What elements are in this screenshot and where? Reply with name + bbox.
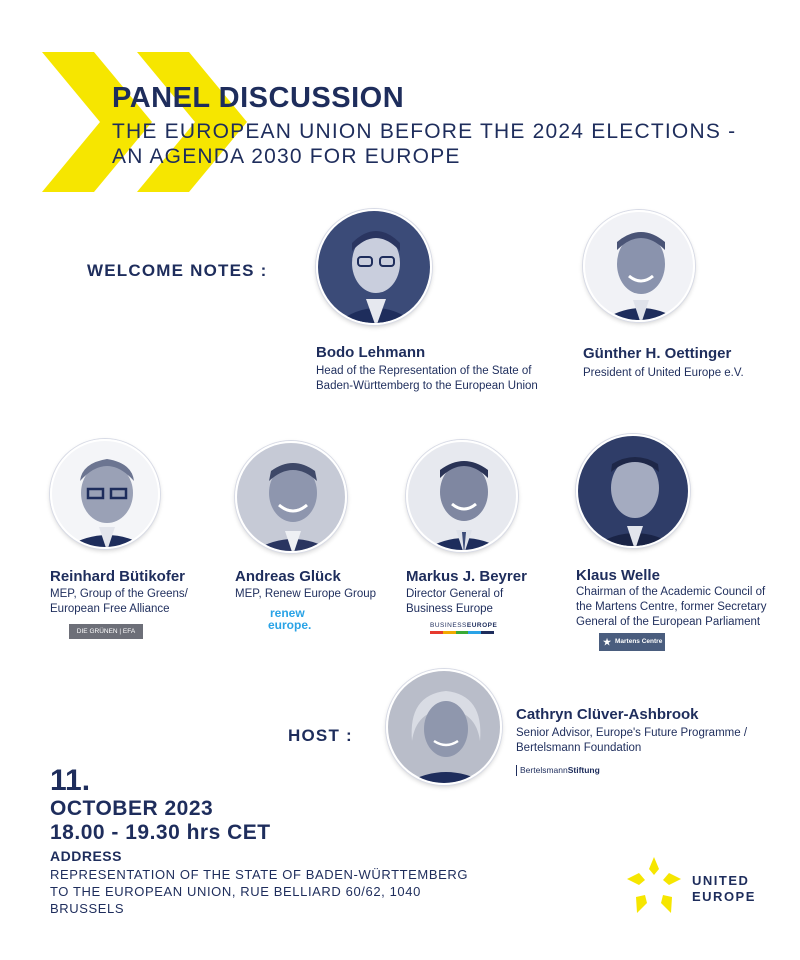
logo-text: BUSINESS: [430, 622, 467, 629]
welcome-notes-label: WELCOME NOTES :: [87, 261, 268, 280]
event-day: 11.: [50, 764, 91, 797]
logo-text: europe.: [268, 618, 312, 632]
desc-line: Senior Advisor, Europe's Future Programm…: [516, 727, 748, 739]
panelist-desc-markus-beyrer: Director General of Business Europe: [406, 587, 576, 617]
brand-line: UNITED: [692, 873, 750, 888]
page-title: PANEL DISCUSSION: [112, 82, 405, 114]
greens-efa-logo: DIE GRÜNEN | EFA: [69, 624, 143, 639]
logo-text: Bertelsmann: [520, 765, 568, 775]
panelist-desc-klaus-welle: Chairman of the Academic Council of the …: [576, 585, 796, 630]
panelist-name-andreas-glueck: Andreas Glück: [235, 568, 341, 585]
address-label: ADDRESS: [50, 848, 122, 864]
desc-line: Chairman of the Academic Council of: [576, 586, 766, 598]
logo-text: Martens Centre: [615, 638, 663, 645]
address-line: TO THE EUROPEAN UNION, RUE BELLIARD 60/6…: [50, 884, 421, 899]
avatar-markus-beyrer: [406, 440, 518, 552]
panelist-name-klaus-welle: Klaus Welle: [576, 567, 660, 584]
renew-europe-logo: renew europe.: [268, 607, 311, 631]
logo-text: Stiftung: [567, 765, 600, 775]
desc-line: Director General of: [406, 588, 504, 600]
avatar-cathryn-cluever-ashbrook: [386, 669, 502, 785]
business-europe-logo: BUSINESSEUROPE: [430, 622, 497, 634]
desc-line: Business Europe: [406, 603, 493, 615]
desc-line: Bertelsmann Foundation: [516, 742, 642, 754]
page-subtitle: THE EUROPEAN UNION BEFORE THE 2024 ELECT…: [112, 119, 792, 169]
host-desc: Senior Advisor, Europe's Future Programm…: [516, 726, 776, 756]
chevron-decoration-icon: [42, 52, 247, 192]
logo-text: EUROPE: [466, 622, 498, 629]
united-europe-star-logo-icon: [627, 857, 681, 913]
avatar-klaus-welle: [576, 434, 690, 548]
address-line: BRUSSELS: [50, 901, 125, 916]
desc-line: MEP, Renew Europe Group: [235, 588, 377, 600]
desc-line: Baden-Württemberg to the European Union: [316, 380, 538, 392]
panelist-name-markus-beyrer: Markus J. Beyrer: [406, 568, 527, 585]
panelist-name-reinhard-buetikofer: Reinhard Bütikofer: [50, 568, 186, 585]
address-line: REPRESENTATION OF THE STATE OF BADEN-WÜR…: [50, 867, 469, 882]
desc-line: General of the European Parliament: [576, 616, 761, 628]
event-time: 18.00 - 19.30 hrs CET: [50, 821, 271, 844]
speaker-name-guenther-oettinger: Günther H. Oettinger: [583, 345, 732, 362]
avatar-guenther-oettinger: [583, 210, 695, 322]
desc-line: MEP, Group of the Greens/: [50, 588, 188, 600]
subtitle-line-2: AN AGENDA 2030 FOR EUROPE: [112, 145, 461, 168]
logo-color-bar: [430, 631, 494, 634]
speaker-name-bodo-lehmann: Bodo Lehmann: [316, 344, 426, 361]
united-europe-wordmark: UNITED EUROPE: [692, 873, 756, 905]
subtitle-line-1: THE EUROPEAN UNION BEFORE THE 2024 ELECT…: [112, 120, 737, 143]
panelist-desc-reinhard-buetikofer: MEP, Group of the Greens/ European Free …: [50, 587, 220, 617]
desc-line: Head of the Representation of the State …: [316, 365, 532, 377]
host-name: Cathryn Clüver-Ashbrook: [516, 706, 699, 723]
avatar-reinhard-buetikofer: [50, 439, 160, 549]
avatar-andreas-glueck: [235, 441, 347, 553]
bertelsmann-stiftung-logo: BertelsmannStiftung: [516, 765, 600, 776]
address-text: REPRESENTATION OF THE STATE OF BADEN-WÜR…: [50, 866, 470, 917]
desc-line: the Martens Centre, former Secretary: [576, 601, 767, 613]
speaker-desc-guenther-oettinger: President of United Europe e.V.: [583, 366, 783, 381]
event-month-year: OCTOBER 2023: [50, 797, 214, 820]
desc-line: President of United Europe e.V.: [583, 367, 744, 379]
brand-line: EUROPE: [692, 889, 756, 904]
desc-line: European Free Alliance: [50, 603, 170, 615]
panelist-desc-andreas-glueck: MEP, Renew Europe Group: [235, 587, 405, 602]
logo-text: renew: [270, 606, 305, 620]
speaker-desc-bodo-lehmann: Head of the Representation of the State …: [316, 364, 566, 394]
martens-centre-logo: ★ Martens Centre: [599, 633, 665, 651]
host-label: HOST :: [288, 726, 353, 745]
star-icon: ★: [603, 637, 612, 647]
avatar-bodo-lehmann: [316, 209, 432, 325]
